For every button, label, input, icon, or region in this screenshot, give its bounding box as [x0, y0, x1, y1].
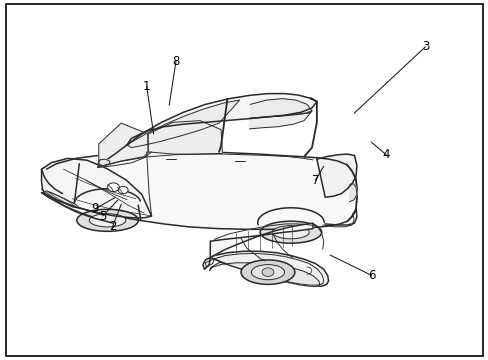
Text: 5: 5: [99, 210, 106, 222]
Polygon shape: [249, 111, 311, 129]
Ellipse shape: [241, 260, 294, 284]
Text: 7: 7: [311, 174, 319, 186]
Polygon shape: [41, 151, 346, 229]
Polygon shape: [250, 99, 311, 118]
Ellipse shape: [251, 265, 284, 280]
Polygon shape: [210, 223, 312, 257]
Polygon shape: [148, 121, 222, 154]
Polygon shape: [127, 94, 316, 145]
Ellipse shape: [260, 221, 321, 243]
Circle shape: [107, 183, 119, 192]
Circle shape: [262, 268, 273, 276]
Text: 1: 1: [142, 80, 150, 93]
Polygon shape: [98, 159, 110, 166]
Polygon shape: [41, 158, 151, 218]
Text: 2: 2: [108, 220, 116, 233]
Polygon shape: [45, 191, 79, 208]
Text: 6: 6: [367, 269, 375, 282]
Polygon shape: [316, 154, 356, 197]
Polygon shape: [127, 100, 239, 148]
Ellipse shape: [77, 209, 138, 231]
Text: 4: 4: [382, 148, 389, 161]
Polygon shape: [203, 251, 328, 286]
Text: 9: 9: [91, 202, 99, 215]
Polygon shape: [209, 262, 319, 287]
Ellipse shape: [89, 214, 125, 227]
Text: 8: 8: [172, 55, 180, 68]
Ellipse shape: [272, 226, 308, 239]
Polygon shape: [349, 184, 356, 202]
Circle shape: [118, 186, 128, 194]
Polygon shape: [99, 123, 148, 167]
Text: 3: 3: [421, 40, 428, 53]
